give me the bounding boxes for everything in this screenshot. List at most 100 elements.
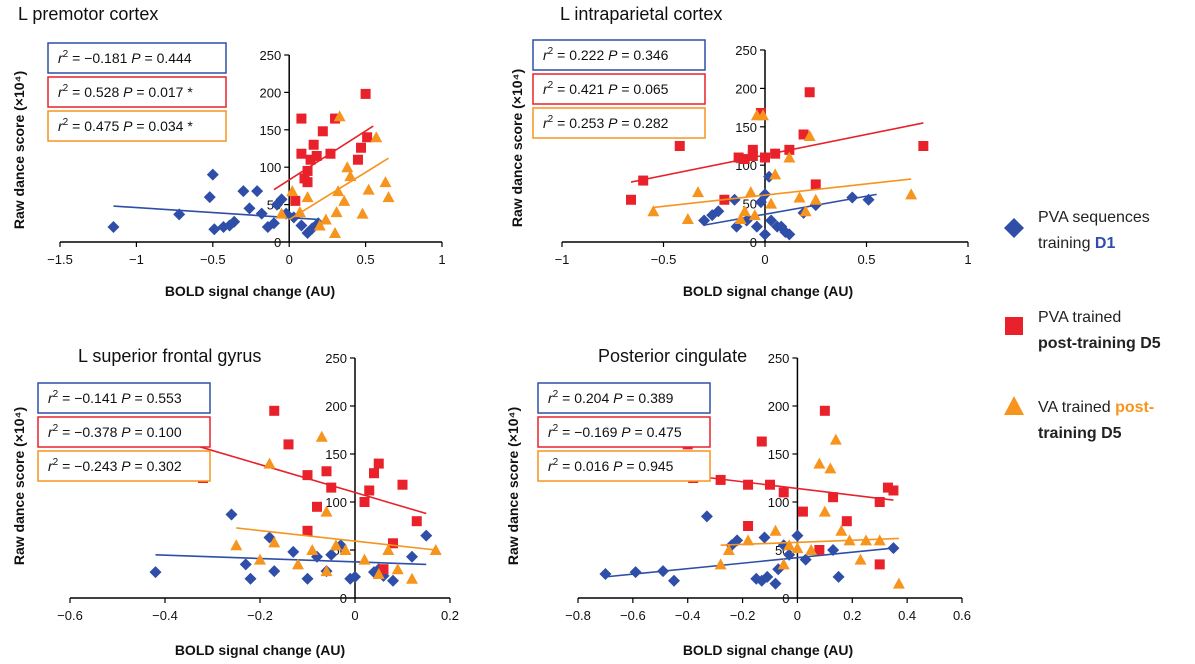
x-tick-label: 0.6: [953, 608, 971, 623]
data-point: [769, 168, 782, 180]
data-point: [846, 191, 859, 204]
data-point: [860, 534, 872, 546]
data-point: [765, 197, 778, 209]
data-point: [244, 572, 257, 585]
data-point: [747, 144, 758, 155]
data-point: [411, 516, 422, 527]
legend-marker: [1004, 218, 1024, 238]
x-axis-label: BOLD signal change (AU): [165, 283, 335, 299]
data-point: [827, 544, 840, 556]
data-point: [107, 221, 120, 234]
data-point: [783, 539, 796, 551]
data-point: [743, 479, 754, 490]
stat-box: [37, 416, 211, 448]
series-fit-line: [236, 527, 436, 551]
stat-text: r2 = 0.016 P = 0.945: [548, 457, 674, 474]
y-tick-label: 200: [768, 399, 790, 414]
data-point: [429, 544, 442, 555]
y-tick-label: 250: [768, 351, 790, 366]
data-point: [629, 566, 642, 579]
data-point: [208, 223, 221, 236]
data-point: [406, 550, 418, 563]
y-axis-label: Raw dance score (×10⁴): [11, 71, 27, 229]
data-point: [388, 538, 398, 549]
data-point: [799, 205, 812, 217]
data-point: [728, 193, 741, 206]
series-group: [230, 430, 442, 584]
data-point: [777, 558, 790, 570]
series-group: [698, 170, 877, 241]
data-point: [809, 193, 822, 205]
data-point: [319, 213, 332, 225]
stat-text: r2 = 0.253 P = 0.282: [543, 114, 669, 131]
stat-box: [532, 39, 706, 71]
data-point: [290, 195, 301, 206]
data-point: [349, 570, 361, 583]
data-point: [275, 207, 288, 219]
series-group: [626, 87, 929, 205]
data-point: [296, 113, 307, 124]
data-point: [320, 565, 333, 577]
x-tick-label: 0: [794, 608, 801, 623]
legend-item: PVA trained post-training D5: [1005, 309, 1161, 352]
stat-text: r2 = 0.204 P = 0.389: [548, 389, 674, 406]
data-point: [756, 109, 769, 121]
series-fit-line: [155, 554, 427, 566]
plots-container: L premotor cortex−1.5−1−0.500.5150100150…: [11, 4, 972, 658]
data-point: [862, 193, 875, 206]
x-tick-label: 0.5: [357, 252, 375, 267]
y-tick-label: 100: [325, 495, 347, 510]
x-tick-label: −0.6: [620, 608, 646, 623]
data-point: [329, 227, 342, 239]
data-point: [918, 141, 929, 151]
data-point: [302, 470, 313, 481]
stat-text: r2 = 0.222 P = 0.346: [543, 46, 669, 63]
data-point: [270, 198, 283, 211]
x-tick-label: 0.2: [843, 608, 861, 623]
y-tick-label: 100: [768, 495, 790, 510]
data-point: [714, 558, 727, 570]
data-point: [356, 207, 369, 219]
data-point: [320, 505, 333, 517]
panel-title: L intraparietal cortex: [560, 4, 722, 24]
stat-box: [47, 42, 227, 74]
data-point: [763, 170, 776, 183]
data-point: [843, 534, 856, 546]
series-fit-line: [273, 125, 374, 191]
data-point: [888, 485, 899, 496]
data-point: [750, 220, 763, 233]
data-point: [832, 570, 845, 583]
x-tick-label: 0: [286, 252, 293, 267]
data-point: [330, 206, 343, 218]
data-point: [798, 129, 809, 140]
series-group: [599, 510, 900, 590]
data-point: [813, 457, 826, 469]
data-point: [330, 539, 342, 551]
data-point: [397, 479, 408, 490]
data-point: [887, 542, 900, 555]
stat-box: [532, 73, 706, 105]
data-point: [379, 176, 392, 188]
data-point: [824, 462, 837, 474]
data-point: [391, 563, 404, 575]
y-tick-label: 200: [259, 85, 281, 100]
x-tick-label: 0: [761, 252, 768, 267]
data-point: [854, 553, 867, 565]
data-point: [360, 88, 371, 99]
data-point: [206, 168, 219, 181]
data-point: [370, 131, 383, 143]
data-point: [302, 525, 313, 536]
data-point: [302, 165, 313, 176]
data-point: [315, 430, 328, 442]
data-point: [338, 194, 351, 206]
x-tick-label: −0.8: [565, 608, 591, 623]
stat-text: r2 = 0.528 P = 0.017 *: [58, 83, 193, 100]
data-point: [372, 568, 385, 579]
x-tick-label: 0.2: [441, 608, 459, 623]
data-point: [317, 126, 328, 137]
stat-box: [47, 76, 227, 108]
data-point: [647, 205, 660, 217]
data-point: [225, 508, 238, 521]
data-point: [805, 544, 818, 555]
